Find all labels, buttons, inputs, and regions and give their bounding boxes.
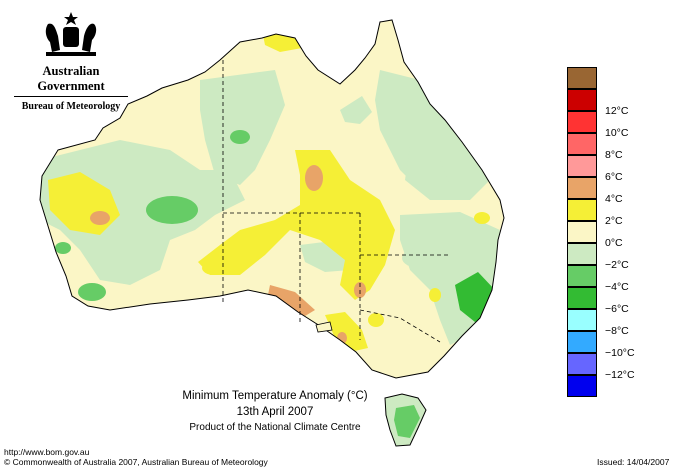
- map-title: Minimum Temperature Anomaly (°C): [182, 390, 368, 402]
- legend-swatch: [567, 331, 597, 353]
- legend-label: 12°C: [605, 105, 629, 117]
- legend-label: −10°C: [605, 347, 635, 359]
- legend-swatch: [567, 243, 597, 265]
- legend-swatch: [567, 199, 597, 221]
- legend-swatch: [567, 221, 597, 243]
- legend-label: 2°C: [605, 215, 623, 227]
- map-product: Product of the National Climate Centre: [189, 422, 361, 433]
- legend-label: 10°C: [605, 127, 629, 139]
- footer-url: http://www.bom.gov.au: [4, 447, 90, 457]
- government-logo: Australian Government Bureau of Meteorol…: [8, 10, 134, 112]
- government-name: Australian Government: [37, 64, 105, 93]
- legend-label: −6°C: [605, 303, 629, 315]
- legend-label: 6°C: [605, 171, 623, 183]
- legend-swatch: [567, 309, 597, 331]
- legend-swatch: [567, 287, 597, 309]
- legend-swatch: [567, 89, 597, 111]
- legend-swatch: [567, 67, 597, 89]
- footer-copyright: © Commonwealth of Australia 2007, Austra…: [4, 457, 268, 467]
- logo-divider: [14, 96, 128, 97]
- legend-swatch: [567, 265, 597, 287]
- bureau-name: Bureau of Meteorology: [21, 101, 121, 112]
- map-date: 13th April 2007: [236, 406, 314, 418]
- legend-swatch: [567, 155, 597, 177]
- legend-swatch: [567, 111, 597, 133]
- legend-label: 0°C: [605, 237, 623, 249]
- legend-label: −4°C: [605, 281, 629, 293]
- legend-swatch: [567, 375, 597, 397]
- legend-swatch: [567, 177, 597, 199]
- map-title-block: Minimum Temperature Anomaly (°C) 13th Ap…: [150, 388, 400, 436]
- kangaroo-island: [315, 321, 333, 333]
- legend-swatch: [567, 353, 597, 375]
- state-borders: [222, 60, 450, 343]
- legend-label: −2°C: [605, 259, 629, 271]
- tasmania: [384, 393, 427, 447]
- legend-label: −8°C: [605, 325, 629, 337]
- legend-label: 8°C: [605, 149, 623, 161]
- footer-issued: Issued: 14/04/2007: [597, 457, 670, 467]
- legend-swatch: [567, 133, 597, 155]
- legend-label: −12°C: [605, 369, 635, 381]
- coat-of-arms-icon: [45, 12, 97, 56]
- legend-label: 4°C: [605, 193, 623, 205]
